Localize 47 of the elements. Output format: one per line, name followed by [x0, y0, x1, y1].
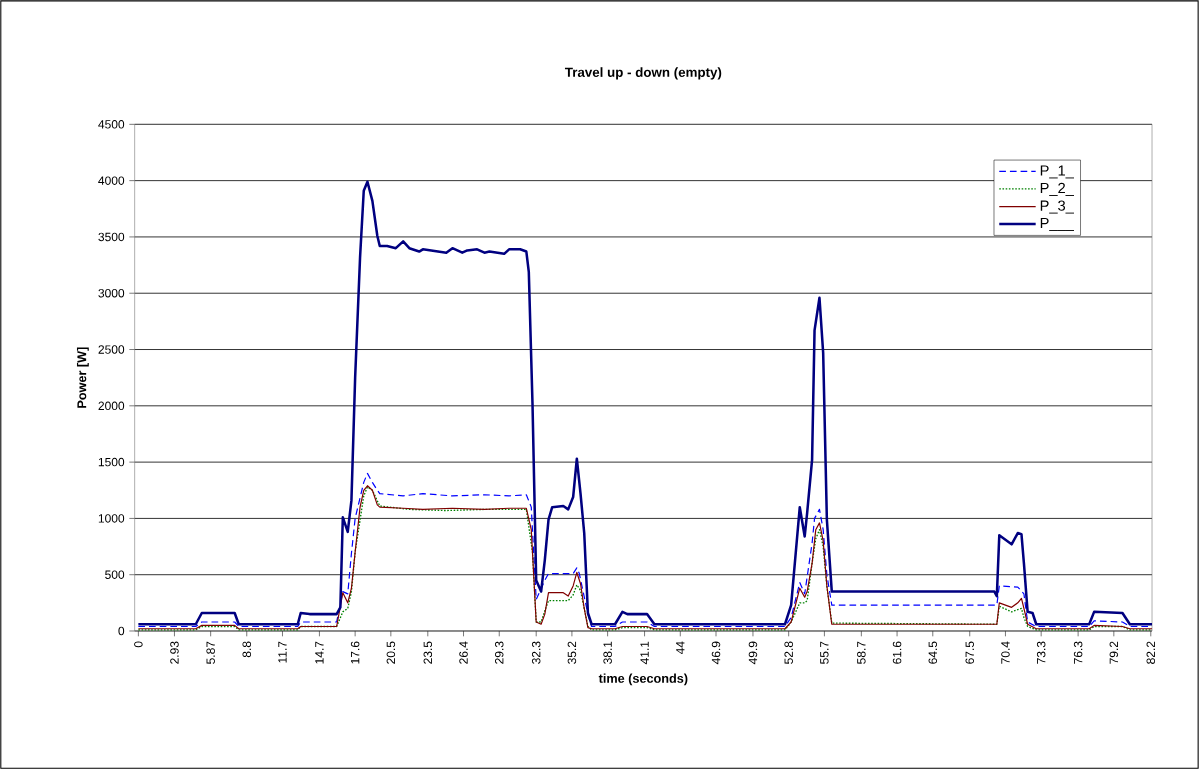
y-tick-label: 2500	[98, 345, 125, 354]
x-tick-label: 58.7	[857, 641, 866, 664]
x-tick-label: 49.9	[748, 641, 758, 665]
y-tick-label: 1000	[98, 514, 125, 523]
chart-title: Travel up - down (empty)	[564, 67, 722, 80]
y-tick-label: 4000	[98, 176, 125, 185]
x-tick-label: 8.8	[242, 641, 252, 658]
y-tick-label: 0	[118, 626, 125, 636]
x-tick-label: 64.5	[928, 641, 938, 664]
y-tick-label: 3500	[98, 232, 125, 242]
x-tick-label: 73.3	[1036, 641, 1046, 664]
y-axis-title: Power [W]	[76, 347, 89, 408]
legend-label: P_1_	[1040, 165, 1075, 179]
x-tick-label: 5.87	[206, 641, 215, 664]
x-tick-label: 11.7	[278, 641, 287, 663]
legend-label: P_2_	[1040, 182, 1075, 196]
y-tick-label: 1500	[98, 457, 125, 467]
x-tick-label: 70.4	[1001, 641, 1010, 664]
x-tick-label: 17.6	[350, 641, 360, 664]
x-tick-label: 67.5	[965, 641, 974, 664]
x-tick-label: 61.6	[892, 641, 902, 664]
legend-label: P___	[1040, 217, 1075, 231]
x-tick-label: 26.4	[459, 641, 468, 664]
x-tick-label: 55.7	[820, 641, 829, 664]
x-tick-label: 44	[676, 641, 685, 655]
y-tick-label: 500	[105, 570, 125, 579]
x-tick-label: 41.1	[640, 641, 649, 665]
x-tick-label: 29.3	[494, 641, 504, 664]
x-tick-label: 35.2	[567, 641, 577, 664]
x-tick-label: 2.93	[170, 641, 179, 664]
legend-label: P_3_	[1040, 200, 1075, 214]
x-tick-label: 20.5	[386, 641, 396, 664]
x-tick-label: 0	[134, 641, 143, 648]
x-axis-title: time (seconds)	[598, 673, 688, 686]
x-tick-label: 46.9	[711, 641, 721, 665]
x-tick-label: 23.5	[423, 641, 433, 664]
x-tick-label: 76.3	[1073, 641, 1083, 664]
x-tick-label: 32.3	[531, 641, 541, 664]
y-tick-label: 3000	[98, 288, 125, 298]
x-tick-label: 52.8	[784, 641, 793, 664]
line-series	[137, 180, 1153, 626]
y-tick-label: 4500	[98, 120, 125, 129]
x-tick-label: 14.7	[315, 641, 324, 664]
y-tick-label: 2000	[98, 401, 125, 411]
x-tick-label: 38.1	[603, 641, 612, 664]
x-tick-label: 82.2	[1146, 641, 1156, 664]
x-tick-label: 79.2	[1109, 641, 1119, 664]
